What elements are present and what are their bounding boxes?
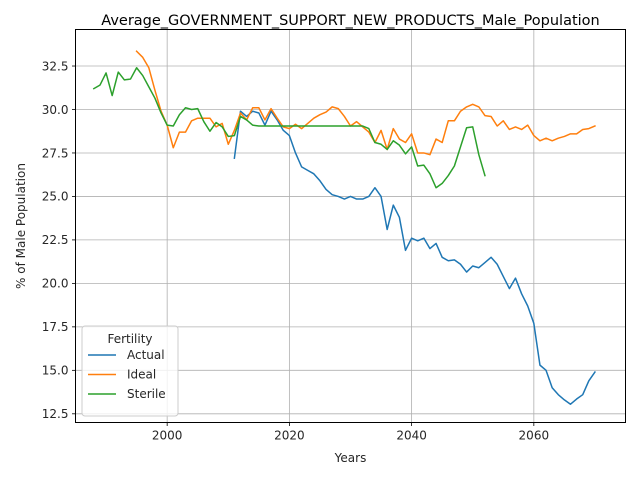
legend-items: Actual Ideal Sterile — [88, 348, 166, 401]
y-tick-label: 30.0 — [42, 103, 69, 117]
series-line-ideal — [135, 50, 596, 156]
legend-label-actual: Actual — [127, 348, 165, 362]
x-tick-label: 2000 — [152, 429, 183, 443]
x-tick-label: 2060 — [519, 429, 550, 443]
series-layer — [92, 50, 596, 405]
legend-label-ideal: Ideal — [127, 368, 156, 382]
y-tick-label: 15.0 — [42, 364, 69, 378]
y-axis-label: % of Male Population — [14, 163, 28, 289]
series-line-sterile — [92, 67, 486, 189]
legend-title: Fertility — [107, 332, 152, 346]
y-axis-ticks: 12.5 15.0 17.5 20.0 22.5 25.0 27.5 30.0 32.5 — [42, 59, 76, 421]
x-tick-label: 2020 — [274, 429, 305, 443]
plot-frame — [75, 29, 626, 423]
legend-label-sterile: Sterile — [127, 387, 166, 401]
y-tick-label: 17.5 — [42, 320, 69, 334]
x-tick-label: 2040 — [396, 429, 427, 443]
y-tick-label: 32.5 — [42, 59, 69, 73]
chart-title: Average_GOVERNMENT_SUPPORT_NEW_PRODUCTS_… — [101, 13, 599, 29]
y-tick-label: 22.5 — [42, 233, 69, 247]
y-tick-label: 20.0 — [42, 277, 69, 291]
x-axis-label: Years — [334, 451, 367, 465]
y-tick-label: 25.0 — [42, 190, 69, 204]
x-axis-ticks: 2000 2020 2040 2060 — [152, 422, 550, 443]
y-tick-label: 12.5 — [42, 407, 69, 421]
y-tick-label: 27.5 — [42, 146, 69, 160]
series-line-actual — [233, 110, 596, 405]
legend: Fertility Actual Ideal Sterile — [81, 325, 179, 417]
